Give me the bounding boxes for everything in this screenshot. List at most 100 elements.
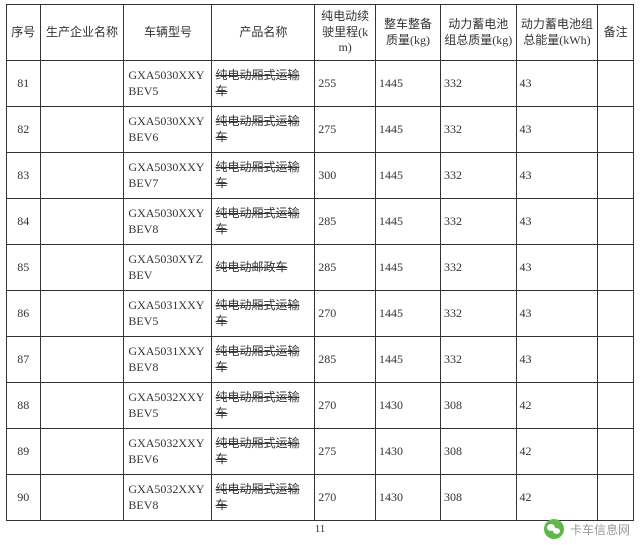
cell-batenergy: 43 — [516, 291, 598, 337]
cell-range: 285 — [315, 337, 376, 383]
cell-note — [598, 245, 634, 291]
cell-name: 纯电动厢式运输车 — [212, 475, 315, 521]
cell-mass: 1445 — [376, 291, 441, 337]
cell-batmass: 332 — [441, 107, 516, 153]
cell-mfr — [40, 475, 124, 521]
table-header-row: 序号生产企业名称车辆型号产品名称纯电动续驶里程(km)整车整备质量(kg)动力蓄… — [7, 5, 634, 61]
cell-seq: 87 — [7, 337, 41, 383]
cell-name: 纯电动厢式运输车 — [212, 199, 315, 245]
cell-note — [598, 337, 634, 383]
cell-note — [598, 429, 634, 475]
cell-range: 275 — [315, 107, 376, 153]
cell-name: 纯电动厢式运输车 — [212, 61, 315, 107]
cell-note — [598, 61, 634, 107]
cell-range: 275 — [315, 429, 376, 475]
cell-name: 纯电动邮政车 — [212, 245, 315, 291]
cell-mfr — [40, 199, 124, 245]
cell-seq: 81 — [7, 61, 41, 107]
cell-mfr — [40, 429, 124, 475]
cell-mass: 1445 — [376, 61, 441, 107]
cell-model: GXA5030XXYBEV6 — [124, 107, 212, 153]
col-header-2: 车辆型号 — [124, 5, 212, 61]
cell-model: GXA5030XYZBEV — [124, 245, 212, 291]
cell-seq: 84 — [7, 199, 41, 245]
cell-batmass: 332 — [441, 291, 516, 337]
cell-mass: 1430 — [376, 429, 441, 475]
page-number: 11 — [6, 523, 634, 535]
cell-batmass: 332 — [441, 199, 516, 245]
cell-batenergy: 42 — [516, 383, 598, 429]
cell-batenergy: 43 — [516, 199, 598, 245]
table-row: 89GXA5032XXYBEV6纯电动厢式运输车275143030842 — [7, 429, 634, 475]
cell-batenergy: 42 — [516, 475, 598, 521]
cell-name: 纯电动厢式运输车 — [212, 107, 315, 153]
cell-mfr — [40, 291, 124, 337]
cell-batenergy: 43 — [516, 107, 598, 153]
table-row: 82 GXA5030XXYBEV6纯电动厢式运输车275144533243 — [7, 107, 634, 153]
cell-batmass: 332 — [441, 245, 516, 291]
cell-range: 285 — [315, 199, 376, 245]
vehicle-table: 序号生产企业名称车辆型号产品名称纯电动续驶里程(km)整车整备质量(kg)动力蓄… — [6, 4, 634, 521]
cell-range: 285 — [315, 245, 376, 291]
cell-mass: 1445 — [376, 199, 441, 245]
col-header-4: 纯电动续驶里程(km) — [315, 5, 376, 61]
table-container: 序号生产企业名称车辆型号产品名称纯电动续驶里程(km)整车整备质量(kg)动力蓄… — [0, 0, 640, 535]
cell-seq: 85 — [7, 245, 41, 291]
cell-batenergy: 43 — [516, 245, 598, 291]
cell-name: 纯电动厢式运输车 — [212, 429, 315, 475]
cell-seq: 82 — [7, 107, 41, 153]
cell-batenergy: 43 — [516, 153, 598, 199]
cell-note — [598, 107, 634, 153]
cell-batmass: 308 — [441, 383, 516, 429]
cell-batmass: 332 — [441, 337, 516, 383]
table-row: 83 GXA5030XXYBEV7纯电动厢式运输车300144533243 — [7, 153, 634, 199]
cell-seq: 83 — [7, 153, 41, 199]
cell-note — [598, 475, 634, 521]
cell-mass: 1445 — [376, 153, 441, 199]
cell-name: 纯电动厢式运输车 — [212, 153, 315, 199]
cell-seq: 86 — [7, 291, 41, 337]
cell-mass: 1430 — [376, 475, 441, 521]
cell-batmass: 332 — [441, 153, 516, 199]
cell-model: GXA5031XXYBEV5 — [124, 291, 212, 337]
cell-mass: 1445 — [376, 337, 441, 383]
cell-mfr — [40, 383, 124, 429]
col-header-8: 备注 — [598, 5, 634, 61]
table-row: 85 GXA5030XYZBEV纯电动邮政车285144533243 — [7, 245, 634, 291]
cell-model: GXA5030XXYBEV7 — [124, 153, 212, 199]
cell-name: 纯电动厢式运输车 — [212, 291, 315, 337]
cell-seq: 89 — [7, 429, 41, 475]
col-header-7: 动力蓄电池组总能量(kWh) — [516, 5, 598, 61]
cell-batmass: 308 — [441, 475, 516, 521]
col-header-0: 序号 — [7, 5, 41, 61]
cell-mfr — [40, 337, 124, 383]
footer-source: 卡车信息网 — [570, 521, 630, 538]
cell-range: 270 — [315, 475, 376, 521]
table-row: 86 GXA5031XXYBEV5纯电动厢式运输车270144533243 — [7, 291, 634, 337]
cell-model: GXA5031XXYBEV8 — [124, 337, 212, 383]
cell-batenergy: 43 — [516, 61, 598, 107]
cell-seq: 90 — [7, 475, 41, 521]
cell-mass: 1445 — [376, 107, 441, 153]
cell-mfr — [40, 61, 124, 107]
cell-seq: 88 — [7, 383, 41, 429]
cell-batmass: 308 — [441, 429, 516, 475]
cell-note — [598, 383, 634, 429]
cell-note — [598, 291, 634, 337]
table-row: 90 GXA5032XXYBEV8纯电动厢式运输车270143030842 — [7, 475, 634, 521]
cell-name: 纯电动厢式运输车 — [212, 383, 315, 429]
footer: 卡车信息网 — [544, 519, 630, 539]
cell-mass: 1445 — [376, 245, 441, 291]
cell-model: GXA5032XXYBEV8 — [124, 475, 212, 521]
cell-mass: 1430 — [376, 383, 441, 429]
cell-mfr — [40, 153, 124, 199]
cell-mfr — [40, 107, 124, 153]
cell-batenergy: 43 — [516, 337, 598, 383]
cell-range: 270 — [315, 291, 376, 337]
cell-model: GXA5032XXYBEV5 — [124, 383, 212, 429]
cell-range: 270 — [315, 383, 376, 429]
cell-name: 纯电动厢式运输车 — [212, 337, 315, 383]
cell-range: 300 — [315, 153, 376, 199]
col-header-6: 动力蓄电池组总质量(kg) — [441, 5, 516, 61]
cell-model: GXA5030XXYBEV5 — [124, 61, 212, 107]
